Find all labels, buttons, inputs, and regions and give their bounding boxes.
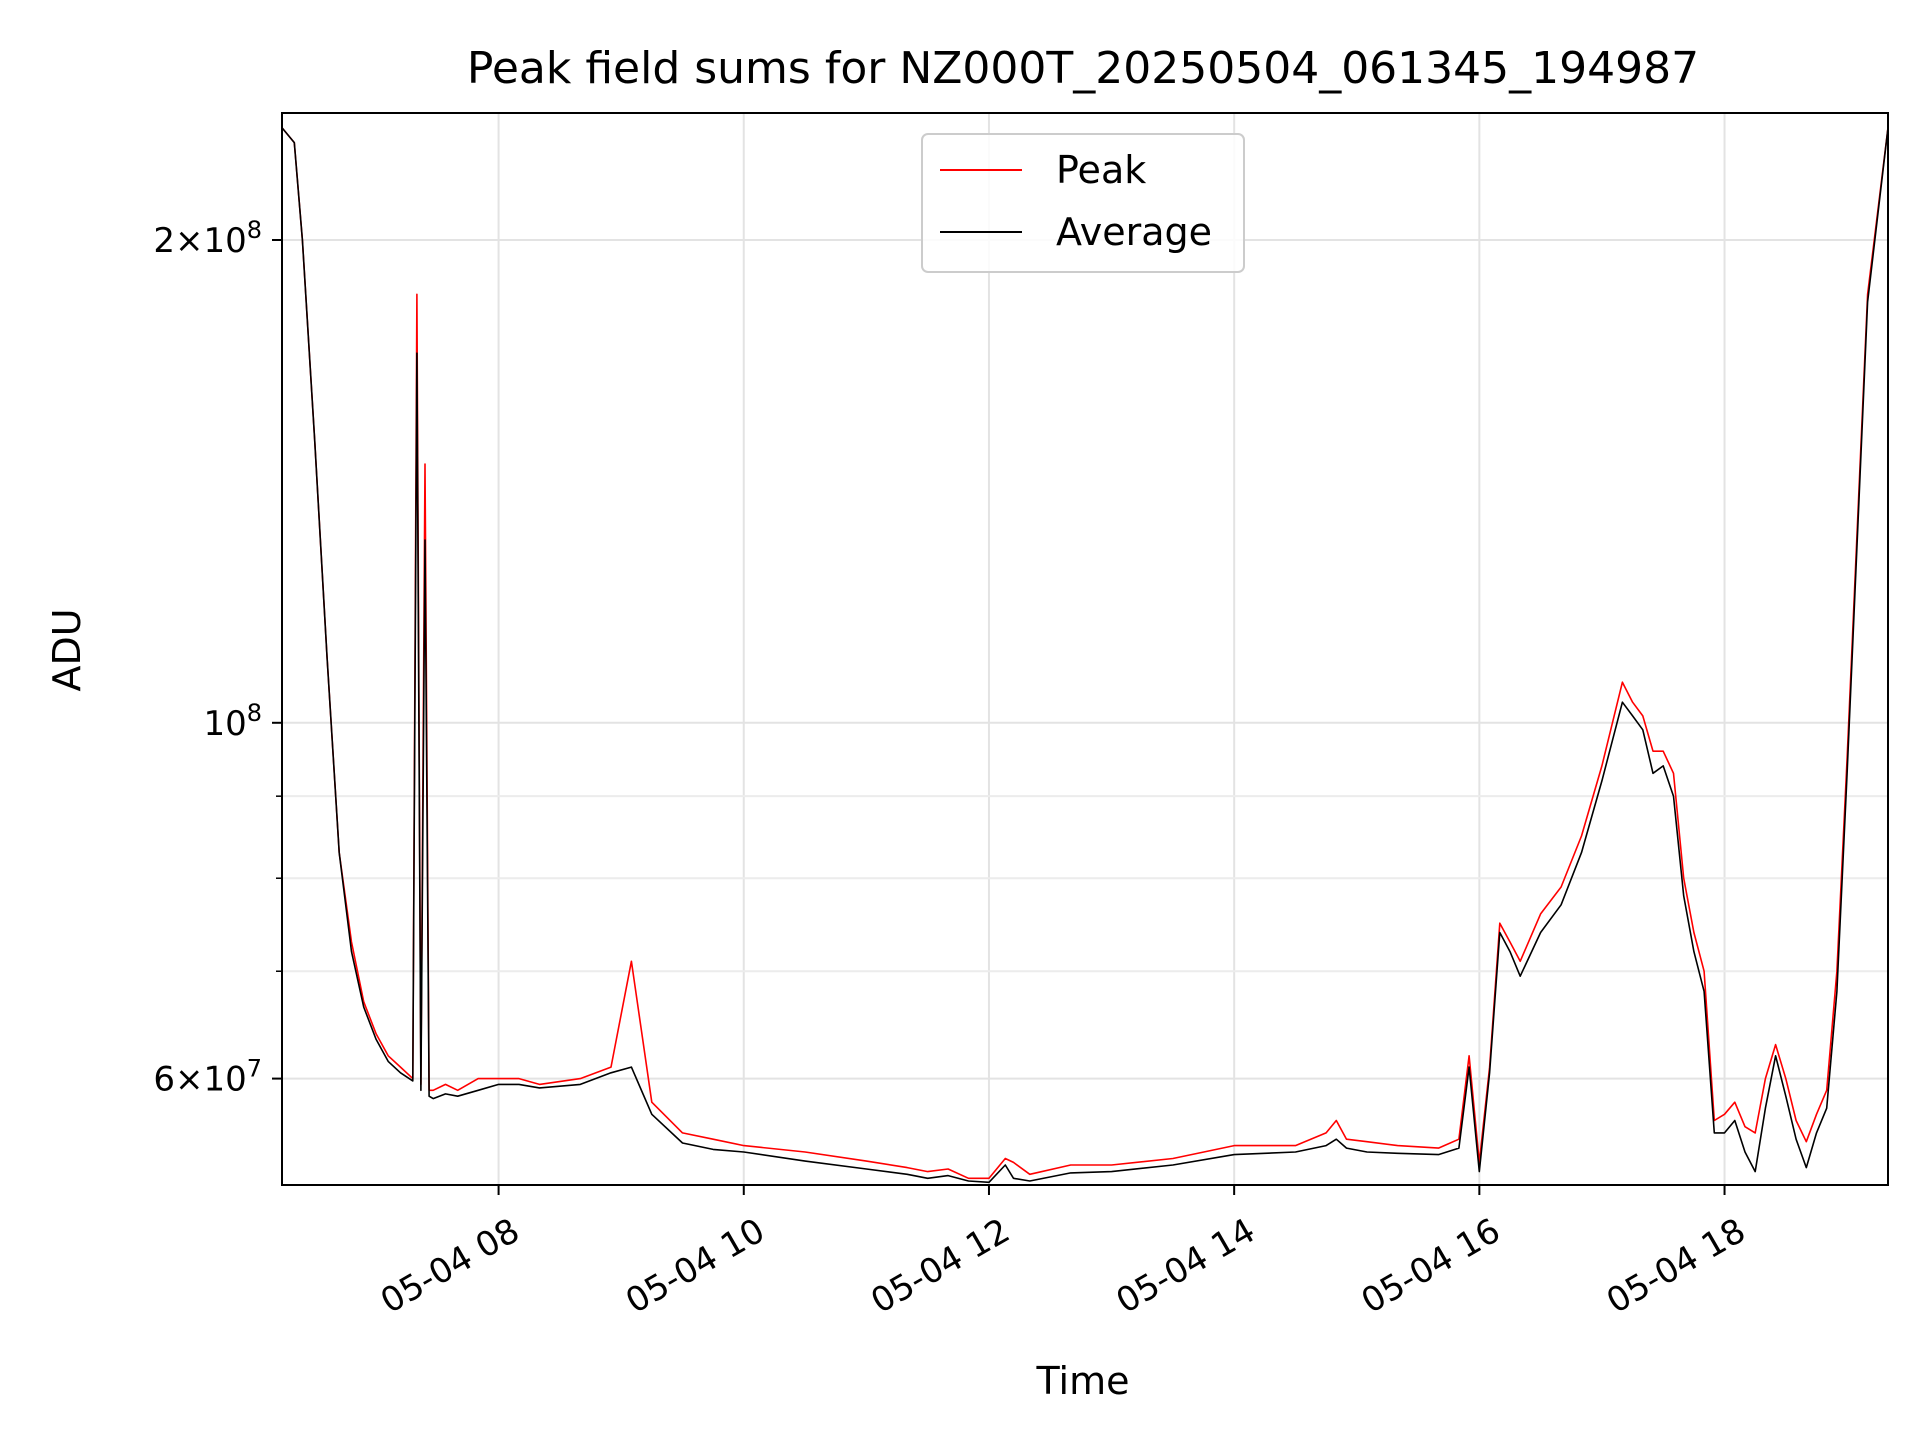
- series-lines: [282, 127, 1888, 1184]
- series-line-average: [282, 127, 1888, 1184]
- plot-frame: [281, 112, 1889, 1186]
- grid: [282, 113, 1888, 1185]
- legend-box: [921, 133, 1245, 273]
- y-tick-label: 108: [203, 699, 262, 744]
- y-axis-label: ADU: [45, 608, 89, 691]
- y-tick-label: 6×107: [153, 1055, 262, 1100]
- legend-label-peak: Peak: [1056, 148, 1146, 192]
- legend-label-average: Average: [1056, 210, 1212, 254]
- legend: Peak Average: [921, 133, 1245, 273]
- y-axis: 6×107 108 2×108: [153, 216, 282, 1100]
- x-axis-label: Time: [1036, 1359, 1130, 1403]
- chart-title: Peak field sums for NZ000T_20250504_0613…: [467, 43, 1699, 94]
- y-tick-label: 2×108: [153, 216, 262, 261]
